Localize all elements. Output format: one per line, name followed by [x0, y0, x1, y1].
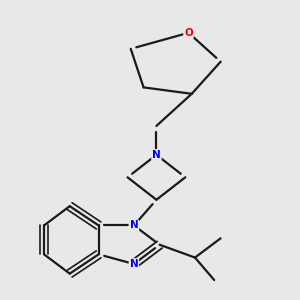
Text: N: N: [130, 220, 138, 230]
Text: N: N: [130, 259, 138, 269]
Text: N: N: [152, 150, 161, 160]
Text: O: O: [184, 28, 193, 38]
